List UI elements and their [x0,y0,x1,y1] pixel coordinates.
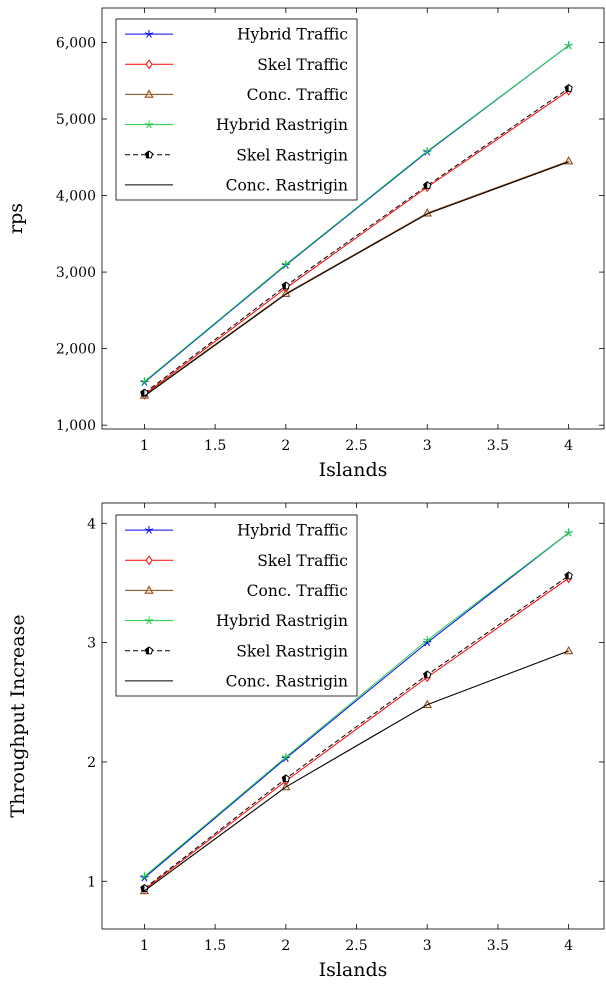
y-tick-label: 5,000 [56,112,96,128]
legend-box [115,18,358,201]
legend-marker [144,29,154,38]
series-line [144,90,569,395]
series-skel-rastrigin [140,83,573,397]
throughput-increase-chart: 1 1.5 2 2.5 3 3.5 4 1 2 3 4 Islands Throughput Incre… [7,502,605,981]
legend-marker [144,120,154,129]
x-axis-label: Islands [319,459,388,481]
legend-marker [144,525,154,534]
plot-frame [101,502,605,930]
legend-label: Hybrid Traffic [237,522,348,540]
data-point [281,752,290,761]
x-tick-label: 4 [564,938,573,954]
series-line [144,161,569,397]
legend: Hybrid Traffic Skel Traffic Conc. Traffic H… [115,18,358,201]
legend-label: Hybrid Rastrigin [216,612,348,630]
series-hybrid-rastrigin [140,41,573,386]
y-axis-label: rps [5,203,27,234]
y-tick-label: 3 [87,636,96,652]
data-point [422,208,432,217]
data-point [564,41,573,50]
x-tick-label: 1.5 [204,438,226,454]
y-tick-label: 1 [87,874,96,890]
series-line [144,575,569,889]
legend-label: Skel Rastrigin [236,642,348,660]
legend-label: Hybrid Traffic [237,26,348,44]
series-line [144,532,569,879]
legend-label: Skel Rastrigin [236,146,348,164]
x-tick-label: 1 [140,438,149,454]
y-tick-label: 4 [87,516,96,532]
legend-marker [144,616,154,625]
data-point [563,645,574,655]
x-tick-label: 1 [140,938,149,954]
legend-marker [144,89,154,98]
data-point [140,377,149,386]
series-line [144,577,569,891]
y-tick-label: 6,000 [56,35,96,51]
x-tick-label: 2.5 [345,938,367,954]
x-tick-label: 4 [564,438,573,454]
data-point [564,528,573,537]
legend-label: Conc. Rastrigin [226,176,348,194]
series-hybrid-rastrigin [140,528,573,881]
legend-label: Conc. Traffic [247,86,348,104]
legend-label: Hybrid Rastrigin [216,116,348,134]
series-line [144,650,569,892]
plot-frame [101,7,605,430]
x-tick-label: 2 [281,938,290,954]
y-tick-label: 4,000 [56,189,96,205]
series-line [144,532,569,877]
series-line [144,45,569,382]
x-tick-label: 2 [281,438,290,454]
legend-label: Conc. Rastrigin [226,672,348,690]
legend-label: Skel Traffic [257,56,348,74]
y-tick-label: 1,000 [56,418,96,434]
x-tick-label: 3.5 [487,438,509,454]
y-tick-label: 2,000 [56,342,96,358]
series-line [144,87,569,394]
data-point [140,872,149,881]
legend-marker [144,585,154,594]
y-tick-label: 3,000 [56,265,96,281]
y-tick-label: 2 [87,755,96,771]
y-axis-label: Throughput Increase [7,614,29,817]
series-conc-rastrigin [144,161,569,397]
x-tick-label: 2.5 [345,438,367,454]
legend-label: Conc. Traffic [247,582,348,600]
legend: Hybrid Traffic Skel Traffic Conc. Traffic H… [115,514,358,697]
legend-box [115,514,358,697]
series-conc-rastrigin [144,650,569,892]
legend-marker [145,59,153,70]
data-point [281,260,290,269]
series-line [144,160,569,396]
legend-label: Skel Traffic [257,552,348,570]
x-tick-label: 3 [423,438,432,454]
data-point [423,636,432,644]
x-axis-label: Islands [319,959,388,981]
data-point [423,146,432,155]
x-tick-label: 1.5 [204,938,226,954]
x-tick-label: 3.5 [487,938,509,954]
rps-chart: 1 1.5 2 2.5 3 3.5 4 1,000 2,000 3,000 4,000 5,000 6,… [5,7,605,481]
legend-marker [145,555,153,566]
x-tick-label: 3 [423,938,432,954]
